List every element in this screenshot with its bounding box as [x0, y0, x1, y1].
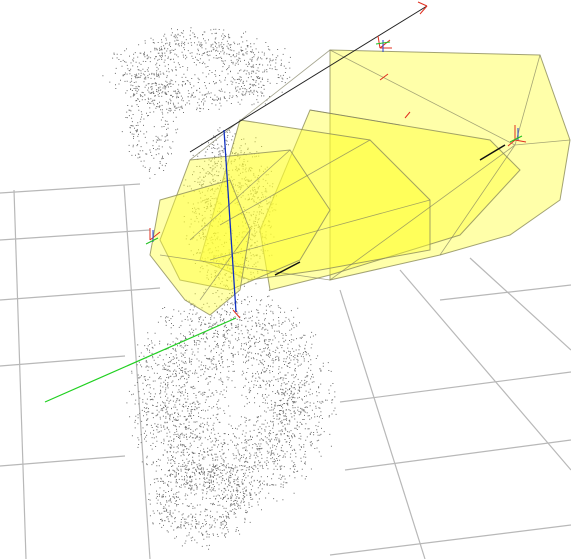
- grid-line: [0, 287, 161, 301]
- grid-line: [469, 257, 571, 351]
- frustum: [199, 119, 431, 281]
- camera-axis-triad: [149, 1, 527, 319]
- axis-line: [189, 5, 428, 153]
- grid-line: [329, 524, 571, 556]
- grid-line: [339, 371, 571, 403]
- camera-axis-triad: [145, 41, 523, 245]
- grid-line: [0, 455, 126, 467]
- grid-line: [0, 355, 126, 367]
- grid-line: [13, 189, 27, 559]
- frustum: [259, 109, 521, 291]
- grid-line: [0, 229, 151, 241]
- grid-line: [339, 289, 426, 559]
- grid-line: [0, 183, 141, 194]
- grid-line: [399, 269, 571, 471]
- frustum: [149, 179, 251, 316]
- grid-line: [123, 184, 151, 559]
- frustum-edges: [159, 49, 571, 301]
- image-plane-edge: [274, 144, 506, 276]
- camera-frustums: [149, 49, 571, 316]
- grid-line: [439, 284, 571, 301]
- ground-grid: [0, 183, 571, 559]
- axis-line: [223, 129, 237, 313]
- frustum: [159, 149, 331, 291]
- grid-line: [344, 439, 571, 471]
- frustum: [329, 49, 571, 281]
- axis-line: [44, 317, 237, 403]
- axes: [44, 1, 527, 403]
